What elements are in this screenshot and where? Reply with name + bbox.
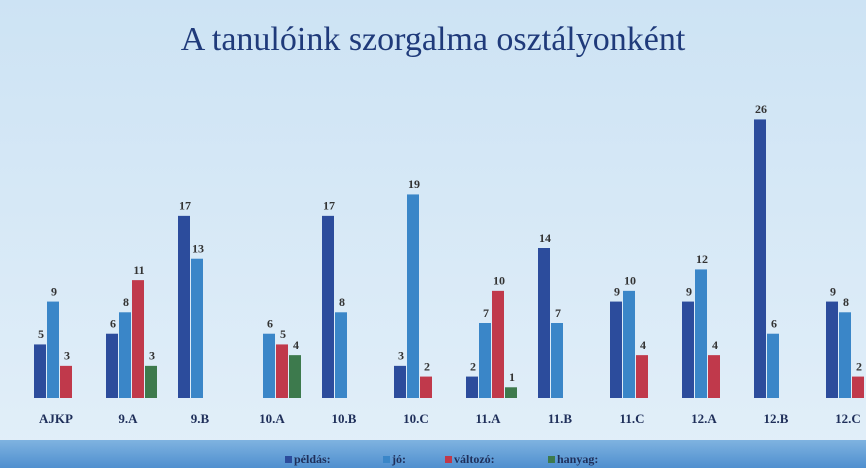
bar (322, 215, 334, 398)
bar (623, 290, 635, 398)
legend-swatch (285, 456, 292, 463)
x-tick-label: 11.C (620, 411, 645, 426)
x-tick-label: 12.B (764, 411, 789, 426)
bar (466, 376, 478, 398)
value-label: 6 (771, 316, 777, 330)
x-tick-label: 10.C (403, 411, 429, 426)
value-label: 4 (293, 338, 299, 352)
bar (695, 269, 707, 398)
bar (505, 387, 517, 398)
value-label: 14 (539, 231, 551, 245)
legend-label: változó: (454, 452, 495, 466)
value-label: 10 (493, 274, 505, 288)
bar (492, 290, 504, 398)
x-tick-label: 11.B (548, 411, 573, 426)
value-label: 9 (614, 284, 620, 298)
value-label: 12 (696, 252, 708, 266)
value-label: 2 (424, 359, 430, 373)
bar (335, 312, 347, 398)
bar (394, 365, 406, 398)
value-label: 17 (179, 199, 191, 213)
value-label: 7 (483, 306, 489, 320)
value-label: 19 (408, 177, 420, 191)
legend-swatch (548, 456, 555, 463)
value-label: 8 (123, 295, 129, 309)
value-label: 10 (624, 274, 636, 288)
bar (610, 301, 622, 398)
x-tick-label: 12.C (835, 411, 861, 426)
bar (191, 258, 203, 398)
bar (636, 355, 648, 398)
legend-swatch (383, 456, 390, 463)
value-label: 4 (640, 338, 646, 352)
bar (47, 301, 59, 398)
bar (420, 376, 432, 398)
legend-label: jó: (391, 452, 406, 466)
value-label: 5 (280, 327, 286, 341)
bar (145, 365, 157, 398)
value-label: 8 (339, 295, 345, 309)
chart-title: A tanulóink szorgalma osztályonként (181, 21, 686, 58)
x-tick-label: 9.B (191, 411, 210, 426)
legend-label: hanyag: (557, 452, 598, 466)
value-label: 1 (509, 370, 515, 384)
bar (538, 248, 550, 398)
value-label: 2 (856, 359, 862, 373)
x-tick-label: 9.A (118, 411, 138, 426)
bar (839, 312, 851, 398)
value-label: 9 (830, 284, 836, 298)
bar (767, 333, 779, 398)
bar (119, 312, 131, 398)
value-label: 3 (64, 349, 70, 363)
x-tick-label: 12.A (691, 411, 717, 426)
value-label: 2 (470, 359, 476, 373)
x-tick-label: AJKP (39, 411, 73, 426)
bar (132, 280, 144, 398)
bar (178, 215, 190, 398)
bar (852, 376, 864, 398)
value-label: 8 (843, 295, 849, 309)
value-label: 3 (398, 349, 404, 363)
bar (263, 333, 275, 398)
value-label: 4 (712, 338, 718, 352)
legend-band (0, 440, 866, 468)
value-label: 3 (149, 349, 155, 363)
value-label: 26 (755, 102, 767, 116)
bar (754, 119, 766, 398)
value-label: 5 (38, 327, 44, 341)
bar (551, 323, 563, 398)
value-label: 6 (110, 316, 116, 330)
bar (34, 344, 46, 398)
legend-label: példás: (294, 452, 331, 466)
value-label: 7 (555, 306, 561, 320)
bar (682, 301, 694, 398)
value-label: 9 (51, 284, 57, 298)
bar (106, 333, 118, 398)
value-label: 17 (323, 199, 335, 213)
value-label: 6 (267, 316, 273, 330)
bar (479, 323, 491, 398)
bar (60, 365, 72, 398)
bar (407, 194, 419, 398)
value-label: 11 (133, 263, 144, 277)
x-tick-label: 10.A (259, 411, 285, 426)
value-label: 13 (192, 241, 204, 255)
bar (289, 355, 301, 398)
x-tick-label: 11.A (476, 411, 502, 426)
value-label: 9 (686, 284, 692, 298)
x-tick-label: 10.B (332, 411, 357, 426)
bar (276, 344, 288, 398)
bar (826, 301, 838, 398)
bar (708, 355, 720, 398)
legend-swatch (445, 456, 452, 463)
